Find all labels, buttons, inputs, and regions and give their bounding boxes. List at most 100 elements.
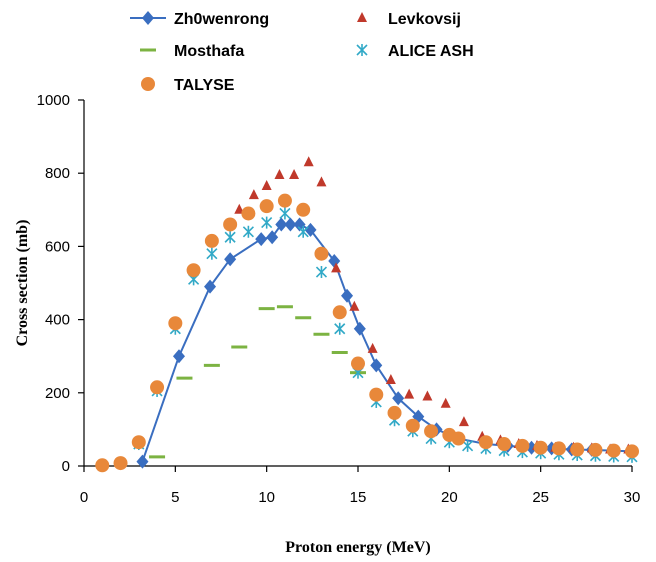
- data-point: [334, 322, 346, 335]
- legend-item: Mosthafa: [140, 43, 244, 60]
- x-axis-title: Proton energy (MeV): [285, 539, 430, 556]
- legend-marker: [356, 44, 368, 56]
- data-point: [113, 456, 128, 471]
- data-point: [551, 441, 566, 456]
- legend: Zh0wenrong Levkovsij Mosthafa ALICE ASH TALY…: [130, 11, 474, 94]
- data-point: [533, 440, 548, 455]
- x-tick-label: 15: [350, 489, 367, 506]
- data-point: [297, 225, 309, 238]
- y-tick-label: 200: [45, 385, 70, 402]
- legend-label: ALICE ASH: [388, 43, 474, 60]
- legend-marker: [141, 77, 155, 91]
- data-point: [451, 431, 466, 446]
- data-point: [422, 390, 433, 401]
- data-point: [255, 232, 268, 247]
- data-point: [248, 189, 259, 200]
- x-tick-label: 0: [80, 489, 88, 506]
- data-point: [328, 254, 341, 269]
- data-point: [370, 358, 383, 373]
- data-point: [462, 439, 474, 452]
- data-point: [588, 442, 603, 457]
- data-point: [314, 246, 329, 261]
- data-point: [440, 397, 451, 408]
- data-point: [150, 380, 165, 395]
- data-point: [404, 388, 415, 399]
- legend-marker: [357, 12, 367, 22]
- data-point: [303, 156, 314, 167]
- data-point: [275, 217, 288, 232]
- data-point: [168, 316, 183, 331]
- data-point: [186, 263, 201, 278]
- y-tick-label: 1000: [37, 92, 70, 109]
- data-point: [259, 199, 274, 214]
- data-point: [341, 288, 354, 303]
- data-point: [284, 217, 297, 232]
- data-point: [625, 444, 639, 459]
- data-point: [204, 279, 217, 294]
- data-point: [223, 217, 238, 232]
- data-point: [405, 418, 420, 433]
- legend-label: Mosthafa: [174, 43, 244, 60]
- data-point: [274, 169, 285, 180]
- series-line: [141, 223, 633, 462]
- data-point: [277, 193, 292, 208]
- legend-marker: [142, 11, 154, 25]
- legend-item: Zh0wenrong: [130, 11, 269, 28]
- data-point: [353, 321, 366, 336]
- data-point: [131, 435, 146, 450]
- data-point: [95, 458, 110, 473]
- data-point: [387, 405, 402, 420]
- data-point: [497, 437, 512, 452]
- series-talyse: [95, 193, 639, 473]
- data-point: [266, 230, 279, 245]
- data-point: [242, 225, 254, 238]
- series-mosthafa: [149, 305, 366, 459]
- data-point: [351, 356, 365, 371]
- y-tick-label: 400: [45, 312, 70, 329]
- data-point: [385, 373, 396, 384]
- data-point: [206, 247, 218, 260]
- data-point: [172, 349, 185, 364]
- data-point: [315, 266, 328, 279]
- data-point: [349, 300, 360, 311]
- data-point: [515, 438, 530, 453]
- x-tick-label: 20: [441, 489, 458, 506]
- legend-label: Levkovsij: [388, 11, 461, 28]
- legend-item: Levkovsij: [357, 11, 461, 28]
- data-point: [279, 207, 291, 220]
- y-tick-label: 800: [45, 165, 70, 182]
- legend-label: TALYSE: [174, 77, 235, 94]
- y-tick-label: 0: [62, 458, 70, 475]
- legend-item: TALYSE: [141, 77, 235, 94]
- data-point: [241, 206, 256, 221]
- data-point: [289, 169, 300, 180]
- x-tick-label: 30: [624, 489, 641, 506]
- legend-label: Zh0wenrong: [174, 11, 269, 28]
- data-point: [261, 180, 272, 191]
- data-point: [478, 435, 493, 450]
- data-point: [296, 202, 311, 217]
- data-point: [458, 416, 469, 427]
- data-point: [367, 342, 378, 353]
- data-point: [606, 443, 621, 458]
- series-layer: [95, 156, 639, 473]
- x-tick-label: 25: [532, 489, 549, 506]
- data-point: [224, 252, 237, 267]
- y-tick-label: 600: [45, 238, 70, 255]
- data-point: [392, 391, 405, 406]
- legend-item: ALICE ASH: [356, 43, 474, 60]
- series-levkovsij: [234, 156, 634, 454]
- data-point: [261, 216, 273, 229]
- data-point: [369, 387, 384, 402]
- data-point: [424, 424, 439, 439]
- data-point: [570, 442, 585, 457]
- x-tick-label: 10: [258, 489, 275, 506]
- axes: 0 5 10 15 20 25 30 0 200 400 600 800 1000: [37, 92, 641, 506]
- y-axis-title: Cross section (mb): [14, 220, 31, 347]
- data-point: [331, 262, 342, 273]
- data-point: [136, 454, 149, 469]
- data-point: [332, 305, 347, 320]
- data-point: [204, 233, 219, 248]
- x-tick-label: 5: [171, 489, 179, 506]
